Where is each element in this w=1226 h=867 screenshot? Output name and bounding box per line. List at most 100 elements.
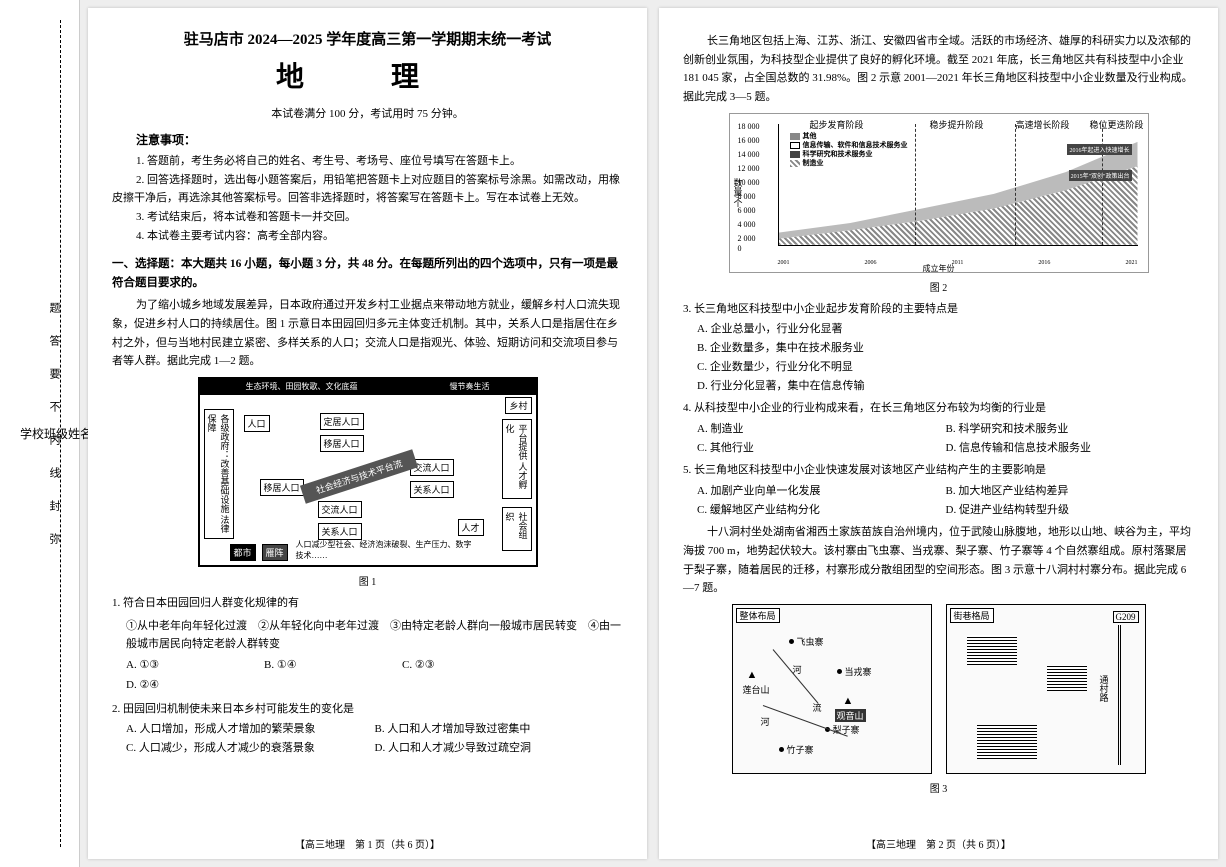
village-label: 飞虫寨 (797, 635, 824, 648)
river-line (772, 649, 818, 703)
settlement-block (1047, 665, 1087, 691)
q3-stem: 3. 长三角地区科技型中小企业起步发育阶段的主要特点是 (683, 300, 1194, 319)
chart-stage-divider (1015, 124, 1016, 245)
diagram-right-vlabel: 社会组织 (502, 507, 532, 551)
ytick: 2 000 (738, 234, 756, 243)
legend-label: 信息传输、软件和信息技术服务业 (803, 141, 908, 149)
box-exchange: 交流人口 (318, 501, 362, 518)
box-migrant: 移居人口 (320, 435, 364, 452)
diagram-bottom-text: 人口减少型社会、经济泡沫破裂、生产压力、数字技术…… (296, 539, 476, 561)
legend-item: 其他 (790, 132, 908, 141)
map-title: 街巷格局 (950, 608, 994, 623)
option: B. 科学研究和技术服务业 (946, 420, 1195, 439)
diagram-right-vlabel: 平台提供 人才孵化 (502, 419, 532, 499)
box-relation: 关系人口 (410, 481, 454, 498)
option: D. 信息传输和信息技术服务业 (946, 439, 1195, 458)
xtick: 2016 (1038, 260, 1050, 266)
option: D. 人口和人才减少导致过疏空洞 (375, 739, 624, 758)
diagram-top-label: 慢节奏生活 (450, 381, 490, 392)
option: D. 行业分化显著，集中在信息传输 (697, 377, 1194, 396)
passage-2: 长三角地区包括上海、江苏、浙江、安徽四省市全域。活跃的市场经济、雄厚的科研实力以… (683, 32, 1194, 107)
xtick: 2001 (778, 260, 790, 266)
legend-item: 制造业 (790, 159, 908, 168)
road-line (1118, 625, 1121, 765)
box-stable: 定居人口 (320, 413, 364, 430)
legend-label: 制造业 (803, 159, 824, 167)
option: C. 人口减少，形成人才减少的衰落景象 (126, 739, 375, 758)
figure-3-caption: 图 3 (683, 780, 1194, 795)
village-dot (779, 747, 784, 752)
ytick: 14 000 (738, 150, 760, 159)
option: B. 加大地区产业结构差异 (946, 482, 1195, 501)
binding-margin: 考号 姓名 班级 学校 题答要不内线封弥 (0, 0, 80, 867)
ytick: 12 000 (738, 164, 760, 173)
figure-2-chart: 数量/个 18 000 16 000 14 000 12 000 10 000 … (729, 113, 1149, 273)
ytick: 18 000 (738, 122, 760, 131)
figure-1-diagram: 生态环境、田园牧歌、文化底蕴 慢节奏生活 各级政府：改善基础设施 法律保障 乡村… (198, 377, 538, 567)
page-1-footer: 【高三地理 第 1 页（共 6 页）】 (88, 836, 647, 851)
option: D. 促进产业结构转型升级 (946, 501, 1195, 520)
q3-options: A. 企业总量小，行业分化显著 B. 企业数量多，集中在技术服务业 C. 企业数… (683, 320, 1194, 395)
diagram-center-bar: 社会经济与技术平台流 (299, 449, 417, 504)
ytick: 10 000 (738, 178, 760, 187)
legend-swatch (790, 133, 800, 140)
village-dot (789, 639, 794, 644)
q5-options: A. 加剧产业向单一化发展 B. 加大地区产业结构差异 C. 缓解地区产业结构分… (683, 482, 1194, 519)
mountain-icon: ▲ (747, 669, 758, 681)
diagram-left-column: 各级政府：改善基础设施 法律保障 (204, 409, 234, 539)
legend-swatch (790, 142, 800, 149)
passage-3: 十八洞村坐处湖南省湘西土家族苗族自治州境内，位于武陵山脉腹地，地形以山地、峡谷为… (683, 523, 1194, 598)
road-label: G209 (1113, 611, 1139, 623)
settlement-block (967, 635, 1017, 665)
village-label: 当戎寨 (845, 665, 872, 678)
figure-1-caption: 图 1 (112, 573, 623, 588)
box-city: 都市 (230, 544, 256, 561)
legend-item: 信息传输、软件和信息技术服务业 (790, 141, 908, 150)
chart-annotation: 2016年起进入快速增长 (1067, 144, 1131, 155)
box-geese: 雁阵 (262, 544, 288, 561)
option: C. 其他行业 (697, 439, 946, 458)
map-left: 整体布局 飞虫寨 当戎寨 梨子寨 竹子寨 ▲ 莲台山 ▲ 观音山 河 流 河 (732, 604, 932, 774)
mountain-label: 莲台山 (743, 683, 770, 696)
notice-item: 4. 本试卷主要考试内容：高考全部内容。 (112, 227, 623, 246)
option: A. 企业总量小，行业分化显著 (697, 320, 1194, 339)
option: C. ②③ (402, 656, 522, 676)
subject-title: 地 理 (112, 55, 623, 95)
page-2-footer: 【高三地理 第 2 页（共 6 页）】 (659, 836, 1218, 851)
ytick: 0 (738, 244, 742, 253)
chart-stage-divider (1102, 124, 1103, 245)
mountain-icon: ▲ (843, 695, 854, 707)
q1-stem: 1. 符合日本田园回归人群变化规律的有 (112, 594, 623, 613)
village-dot (837, 669, 842, 674)
q2-stem: 2. 田园回归机制使未来日本乡村可能发生的变化是 (112, 700, 623, 719)
chart-xaxis: 2001 2006 2011 2016 2021 (778, 260, 1138, 266)
option: D. ②④ (126, 676, 246, 696)
village-road-label: 通村路 (1098, 675, 1111, 702)
exam-title: 驻马店市 2024—2025 学年度高三第一学期期末统一考试 (112, 28, 623, 49)
chart-legend: 其他 信息传输、软件和信息技术服务业 科学研究和技术服务业 制造业 (790, 132, 908, 168)
q1-options: A. ①③ B. ①④ C. ②③ D. ②④ (112, 656, 623, 696)
ytick: 4 000 (738, 220, 756, 229)
option: A. ①③ (126, 656, 246, 676)
notice-item: 3. 考试结束后，将本试卷和答题卡一并交回。 (112, 208, 623, 227)
legend-swatch (790, 160, 800, 167)
seal-line-text: 题答要不内线封弥 (46, 302, 62, 566)
page-2: 长三角地区包括上海、江苏、浙江、安徽四省市全域。活跃的市场经济、雄厚的科研实力以… (659, 8, 1218, 859)
map-title: 整体布局 (736, 608, 780, 623)
diagram-top-label: 生态环境、田园牧歌、文化底蕴 (246, 381, 358, 392)
xtick: 2006 (865, 260, 877, 266)
chart-xlabel: 成立年份 (923, 263, 955, 274)
option: A. 加剧产业向单一化发展 (697, 482, 946, 501)
village-label: 竹子寨 (787, 743, 814, 756)
ytick: 6 000 (738, 206, 756, 215)
river-label: 河 (761, 715, 770, 728)
q2-options: A. 人口增加，形成人才增加的繁荣景象 B. 人口和人才增加导致过密集中 C. … (112, 720, 623, 757)
village-label: 梨子寨 (833, 723, 860, 736)
binding-label: 学校 (20, 425, 44, 442)
diagram-right-label: 乡村 (505, 397, 531, 414)
box-migrant: 移居人口 (260, 479, 304, 496)
mountain-label: 观音山 (835, 709, 866, 722)
q4-options: A. 制造业 B. 科学研究和技术服务业 C. 其他行业 D. 信息传输和信息技… (683, 420, 1194, 457)
notice-header: 注意事项： (112, 131, 623, 148)
legend-item: 科学研究和技术服务业 (790, 150, 908, 159)
